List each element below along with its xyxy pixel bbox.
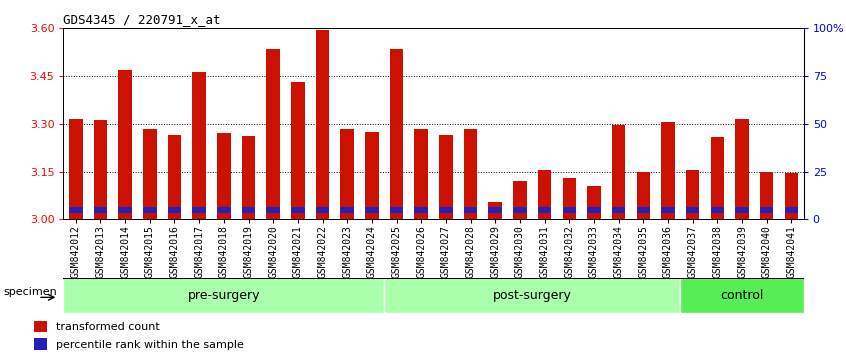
Bar [390,207,404,213]
Bar [34,320,47,332]
Bar [514,207,527,213]
Bar [365,207,379,213]
Bar [439,207,453,213]
Bar [69,119,83,219]
Bar [217,207,231,213]
Bar [587,186,601,219]
Bar [538,170,552,219]
Bar [735,207,749,213]
Bar [711,137,724,219]
Bar [439,135,453,219]
Bar [340,129,354,219]
Bar [384,278,680,313]
Bar [680,278,804,313]
Bar [69,207,83,213]
Bar [168,207,181,213]
Bar [291,82,305,219]
Bar [760,207,773,213]
Text: post-surgery: post-surgery [493,289,572,302]
Bar [242,207,255,213]
Bar [266,49,280,219]
Bar [94,207,107,213]
Bar [242,136,255,219]
Bar [316,207,329,213]
Bar [168,135,181,219]
Bar [390,49,404,219]
Bar [266,207,280,213]
Bar [118,70,132,219]
Bar [686,207,700,213]
Bar [587,207,601,213]
Bar [488,202,502,219]
Bar [143,129,157,219]
Text: percentile rank within the sample: percentile rank within the sample [56,339,244,350]
Bar [686,170,700,219]
Bar [538,207,552,213]
Bar [415,129,428,219]
Bar [563,178,576,219]
Bar [464,207,477,213]
Bar [662,122,675,219]
Bar [612,126,625,219]
Bar [636,207,650,213]
Text: transformed count: transformed count [56,322,160,332]
Text: GDS4345 / 220791_x_at: GDS4345 / 220791_x_at [63,13,221,26]
Bar [365,132,379,219]
Bar [316,30,329,219]
Bar [340,207,354,213]
Bar [94,120,107,219]
Text: specimen: specimen [3,287,57,297]
Bar [488,207,502,213]
Bar [217,133,231,219]
Bar [192,72,206,219]
Bar [784,207,798,213]
Bar [612,207,625,213]
Bar [192,207,206,213]
Bar [760,172,773,219]
Bar [464,129,477,219]
Bar [415,207,428,213]
Bar [662,207,675,213]
Bar [563,207,576,213]
Text: pre-surgery: pre-surgery [188,289,260,302]
Bar [291,207,305,213]
Bar [143,207,157,213]
Text: control: control [720,289,764,302]
Bar [711,207,724,213]
Bar [514,181,527,219]
Bar [118,207,132,213]
Bar [735,119,749,219]
Bar [63,278,384,313]
Bar [636,172,650,219]
Bar [34,338,47,350]
Bar [784,173,798,219]
